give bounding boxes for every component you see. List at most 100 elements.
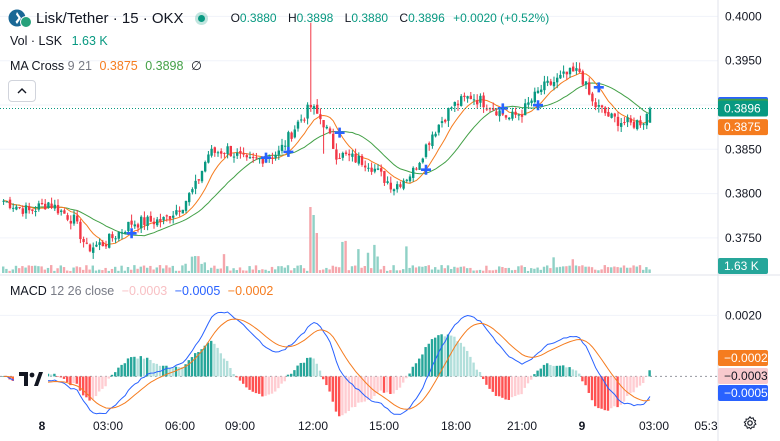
macd-hist-bar (363, 376, 366, 402)
ma-cross-legend[interactable]: MA Cross 9 21 0.3875 0.3898 ∅ (10, 58, 202, 73)
candle-body (133, 224, 136, 227)
volume-bar (40, 266, 43, 273)
volume-bar (603, 265, 606, 273)
macd-hist-bar (174, 366, 178, 377)
macd-hist-bar (594, 376, 597, 407)
candle-body (15, 206, 18, 210)
ma-cross-marker (283, 146, 294, 157)
volume-bar (571, 259, 574, 273)
macd-hist-bar (203, 345, 206, 377)
candle-body (415, 168, 418, 170)
macd-hist-bar (421, 354, 424, 377)
candle-body (63, 210, 66, 214)
macd-hist-bar (98, 376, 101, 392)
volume-bar (600, 269, 603, 273)
volume-bar (443, 268, 446, 273)
macd-hist-bar (581, 376, 584, 382)
candle-body (127, 221, 130, 232)
macd-hist-bar (341, 376, 344, 416)
volume-bar (14, 265, 18, 273)
candle-body (226, 146, 229, 155)
candle-body (588, 82, 591, 95)
macd-hist-bar (210, 340, 213, 377)
candle-body (632, 121, 636, 128)
candle-body (322, 120, 325, 128)
candle-body (242, 153, 245, 155)
candle-body (162, 216, 165, 221)
macd-hist-bar (466, 350, 469, 377)
candle-body (274, 155, 277, 159)
volume-bar (418, 266, 421, 273)
macd-hist-bar (155, 363, 158, 377)
macd-hist-bar (606, 376, 610, 411)
volume-bar (104, 267, 107, 273)
volume-bar (53, 270, 56, 273)
macd-hist-bar (632, 376, 635, 393)
macd-hist-bar (584, 376, 587, 386)
candle-body (82, 239, 85, 243)
volume-legend[interactable]: Vol · LSK 1.63 K (10, 34, 108, 48)
symbol-header: Lisk/Tether · 15 · OKX O0.3880 H0.3898 L… (8, 8, 549, 28)
ma-slow-value: 0.3898 (145, 59, 184, 73)
volume-bar (421, 266, 424, 273)
macd-hist-bar (498, 376, 501, 397)
macd-hist-bar (117, 367, 120, 377)
volume-bar (30, 265, 34, 273)
candle-body (18, 207, 21, 209)
volume-bar (248, 266, 251, 273)
candle-body (236, 152, 239, 156)
candle-body (517, 114, 520, 116)
volume-bar (434, 267, 437, 273)
candle-body (338, 157, 341, 159)
candle-body (408, 176, 412, 182)
macd-hist-bar (350, 376, 354, 408)
volume-bar (296, 265, 299, 273)
volume-bar (322, 269, 325, 273)
macd-hist-bar (66, 376, 69, 383)
candle-body (79, 221, 82, 240)
macd-legend[interactable]: MACD 12 26 close −0.0003 −0.0005 −0.0002 (10, 284, 273, 298)
candle-body (648, 108, 652, 123)
candle-body (140, 216, 143, 229)
volume-bar (504, 268, 507, 273)
candle-body (72, 214, 76, 224)
macd-hist-bar (120, 364, 123, 377)
macd-hist-bar (373, 376, 376, 396)
tradingview-logo-icon[interactable] (14, 366, 48, 392)
volume-bar (526, 270, 530, 273)
price-tick-label: 0.3800 (725, 187, 762, 201)
macd-hist-bar (59, 376, 62, 378)
collapse-legend-button[interactable] (8, 80, 36, 102)
volume-bar (597, 270, 600, 273)
macd-hist-bar (178, 367, 181, 377)
macd-badge-text: −0.0005 (724, 386, 768, 400)
macd-hist-bar (536, 370, 539, 377)
candle-body (114, 238, 117, 240)
macd-hist-bar (645, 376, 648, 378)
gear-icon[interactable] (743, 415, 757, 434)
time-tick-label: 12:00 (298, 419, 328, 433)
volume-bar (350, 266, 354, 273)
price-tick-label: 0.3950 (725, 54, 762, 68)
candle-body (85, 242, 88, 244)
time-tick-label: 05:3 (694, 419, 718, 433)
volume-bar (475, 270, 478, 273)
volume-bar (146, 267, 149, 273)
settings-gear-icon (743, 415, 757, 430)
macd-hist-bar (229, 367, 232, 377)
macd-hist-bar (328, 376, 331, 392)
macd-hist-bar (290, 373, 293, 377)
candle-body (293, 129, 296, 138)
macd-hist-bar (456, 341, 459, 377)
volume-bar (430, 269, 434, 273)
macd-hist-bar (590, 376, 594, 401)
macd-hist-bar (395, 376, 398, 391)
symbol-title[interactable]: Lisk/Tether · 15 · OKX (36, 9, 184, 27)
candle-body (376, 168, 380, 170)
volume-bar (59, 265, 62, 273)
candle-body (360, 155, 364, 165)
volume-bar (274, 269, 277, 273)
macd-hist-bar (181, 367, 184, 377)
macd-hist-bar (251, 376, 254, 392)
